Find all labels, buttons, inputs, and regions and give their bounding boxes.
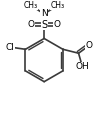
Text: O: O [86, 41, 93, 50]
Text: CH₃: CH₃ [23, 1, 37, 10]
Text: O: O [28, 20, 35, 29]
Text: OH: OH [76, 62, 89, 71]
Text: S: S [41, 20, 47, 30]
Text: CH₃: CH₃ [51, 1, 65, 10]
Text: N: N [41, 9, 48, 18]
Text: O: O [53, 20, 60, 29]
Text: Cl: Cl [5, 43, 14, 52]
